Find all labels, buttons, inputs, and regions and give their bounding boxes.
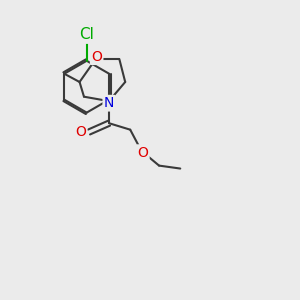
Text: O: O [137,146,148,160]
Text: Cl: Cl [79,27,94,42]
Text: O: O [75,125,86,139]
Text: N: N [104,96,114,110]
Text: O: O [91,50,102,64]
